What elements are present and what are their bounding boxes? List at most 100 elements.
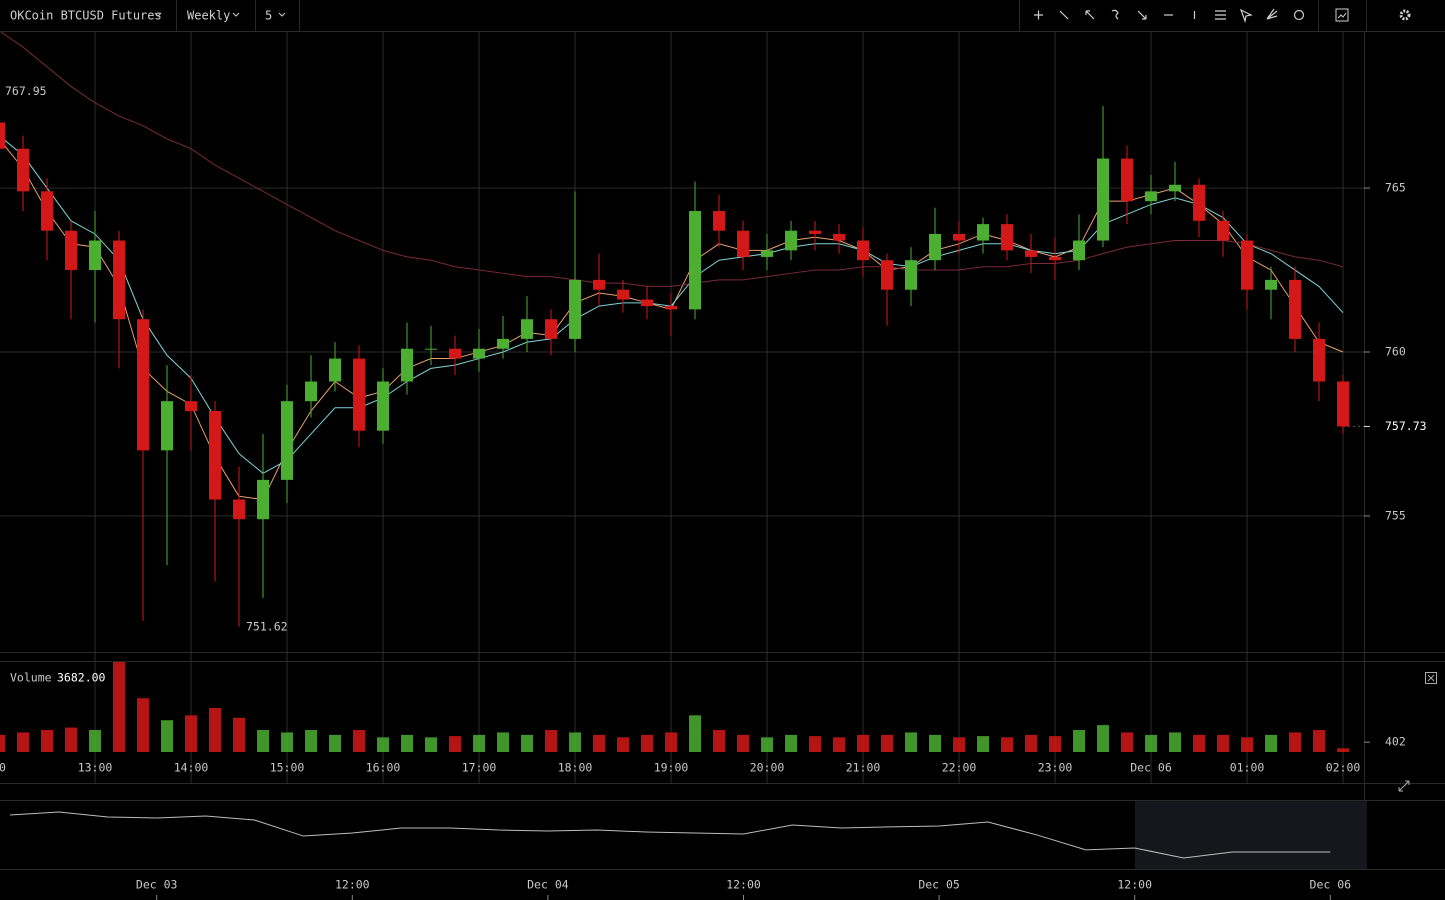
- indicators-button[interactable]: [1335, 8, 1349, 22]
- symbol-select[interactable]: OKCoin BTCUSD Futures: [10, 9, 162, 23]
- fullscreen-button[interactable]: [1398, 780, 1410, 792]
- candle-body: [569, 279, 581, 339]
- candle-body: [41, 191, 53, 231]
- volume-bar: [785, 734, 797, 752]
- volume-bar: [977, 736, 989, 752]
- volume-bar: [233, 717, 245, 752]
- navigator-label: Dec 06: [1310, 878, 1352, 892]
- candle-body: [1049, 256, 1061, 261]
- range-select[interactable]: Weekly: [187, 9, 230, 23]
- volume-bar: [305, 730, 317, 752]
- candle-body: [929, 233, 941, 261]
- volume-bar: [953, 737, 965, 752]
- volume-bar: [113, 662, 125, 752]
- candle-body: [1193, 184, 1205, 221]
- fibonacci-tool[interactable]: [1215, 10, 1226, 20]
- volume-bar: [929, 734, 941, 752]
- navigator: Dec 03 12:00 Dec 04 12:00 Dec 05 12:00 Dec 06: [9, 811, 1352, 900]
- last-price-label: 757.73: [1385, 419, 1427, 433]
- candle-body: [1313, 338, 1325, 382]
- candle-body: [545, 319, 557, 339]
- candle-body: [713, 211, 725, 231]
- volume-bar: [1169, 732, 1181, 752]
- volume-bar: [1025, 734, 1037, 752]
- dropdown-arrow: [232, 12, 240, 17]
- volume-bar: [1121, 732, 1133, 752]
- volume-bar: [1193, 734, 1205, 752]
- volume-bar: [1265, 734, 1277, 752]
- volume-bar: [713, 730, 725, 752]
- navigator-window[interactable]: [1135, 801, 1367, 869]
- candle-body: [953, 233, 965, 241]
- indicator-line: [0, 32, 1344, 287]
- ray-tool[interactable]: [1085, 10, 1095, 20]
- candle-body: [233, 499, 245, 520]
- y-tick-label: 765: [1385, 181, 1406, 195]
- trend-line-tool[interactable]: [1059, 10, 1069, 20]
- volume-bar: [881, 734, 893, 752]
- volume-bar: [569, 732, 581, 752]
- volume-bar: [1241, 737, 1253, 752]
- volume-bar: [1073, 730, 1085, 752]
- volume-bar: [1217, 734, 1229, 752]
- volume-bar: [665, 732, 677, 752]
- candle-body: [89, 240, 101, 271]
- curve-tool[interactable]: [1111, 9, 1119, 20]
- x-tick-label: 18:00: [558, 761, 593, 775]
- ellipse-tool[interactable]: [1293, 9, 1305, 21]
- settings-button[interactable]: [1399, 9, 1411, 21]
- volume-bar: [0, 734, 5, 752]
- volume-bar: [1289, 732, 1301, 752]
- interval-select[interactable]: 5: [265, 9, 272, 23]
- candle-body: [65, 230, 77, 271]
- candle-body: [449, 348, 461, 359]
- candle-body: [1097, 158, 1109, 241]
- candle-body: [401, 348, 413, 382]
- candle-body: [113, 240, 125, 320]
- volume-bar: [281, 732, 293, 752]
- dropdown-arrow: [278, 12, 286, 17]
- volume-bar: [185, 715, 197, 752]
- candle-body: [1241, 240, 1253, 290]
- candle-body: [1289, 279, 1301, 339]
- arrow-tool[interactable]: [1137, 10, 1147, 20]
- volume-bar: [137, 698, 149, 752]
- candle-body: [1337, 381, 1349, 427]
- candle-body: [329, 358, 341, 382]
- volume-bar: [41, 730, 53, 752]
- volume-legend-value: 3682.00: [57, 671, 106, 685]
- volume-bar: [689, 715, 701, 752]
- volume-bar: [521, 734, 533, 752]
- candle-body: [905, 260, 917, 290]
- volume-bar: [809, 736, 821, 752]
- candle-body: [1169, 184, 1181, 192]
- candle-body: [1001, 224, 1013, 251]
- labels: Volume 3682.00 765 760 755 00 13:00 14:00 15:0…: [0, 84, 1427, 775]
- price-pane: [0, 32, 1349, 627]
- x-tick-label: 22:00: [942, 761, 977, 775]
- volume-bar: [593, 734, 605, 752]
- candle-body: [497, 338, 509, 349]
- candle-body: [785, 230, 797, 251]
- x-tick-label: 20:00: [750, 761, 785, 775]
- high-label: 767.95: [5, 84, 47, 98]
- volume-tick-label: 402: [1385, 735, 1406, 749]
- x-tick-label: 23:00: [1038, 761, 1073, 775]
- navigator-label: Dec 05: [918, 878, 960, 892]
- crosshair-tool[interactable]: [1034, 10, 1043, 20]
- drawing-tools: [1034, 8, 1305, 24]
- volume-bar: [1097, 725, 1109, 752]
- navigator-label: 12:00: [1117, 878, 1152, 892]
- candle-body: [881, 260, 893, 290]
- candle-body: [977, 224, 989, 241]
- x-tick-label: 00: [0, 761, 6, 775]
- volume-bar: [737, 734, 749, 752]
- candle-body: [809, 230, 821, 234]
- navigator-line: [9, 811, 1331, 859]
- dropdown-arrow: [154, 12, 162, 17]
- candle-body: [257, 479, 269, 520]
- close-pane-button[interactable]: [1425, 672, 1437, 684]
- fan-tool[interactable]: [1266, 8, 1278, 20]
- pitchfork-tool[interactable]: [1239, 8, 1253, 24]
- candle-body: [1121, 158, 1133, 202]
